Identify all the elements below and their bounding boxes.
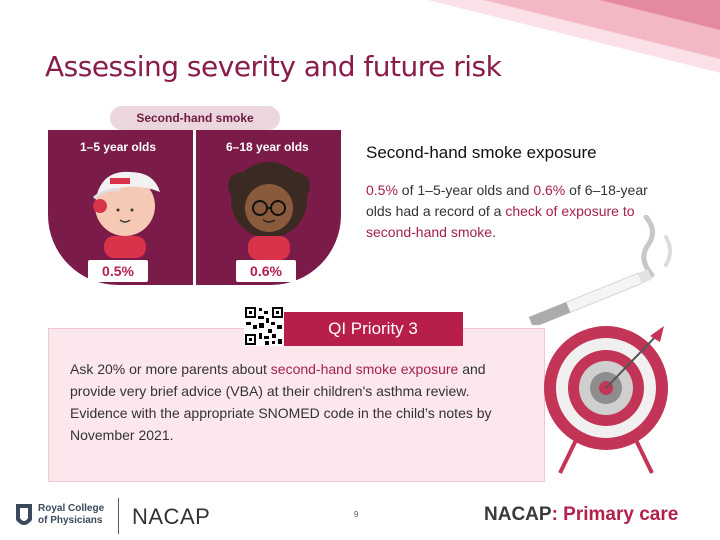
panel-label-1-5: 1–5 year olds <box>80 140 157 154</box>
nacap-logo: NACAP <box>132 504 211 529</box>
qi-text-b: and provide very brief advice (VBA) at t… <box>70 361 492 443</box>
child-icon <box>228 162 310 260</box>
rcp-line-1: Royal College <box>38 503 105 514</box>
exposure-text: 0.5% of 1–5-year olds and 0.6% of 6–18-y… <box>366 180 676 243</box>
footer-brand-primary-care: : Primary care <box>551 504 679 525</box>
exposure-end: . <box>492 224 496 240</box>
panel-label-6-18: 6–18 year olds <box>226 140 309 154</box>
percent-1-5: 0.5% <box>88 260 148 282</box>
footer-divider <box>118 498 119 534</box>
qi-priority-box <box>48 328 545 482</box>
qr-code-icon[interactable] <box>244 306 284 346</box>
target-icon <box>544 326 668 474</box>
footer-brand: NACAP: Primary care <box>484 504 678 526</box>
exposure-pct-1: 0.5% <box>366 182 398 198</box>
cigarette-icon <box>528 215 672 325</box>
panel-1-5-years: 1–5 year olds 0.5% <box>48 130 193 285</box>
exposure-highlight: check of exposure to second-hand smoke <box>366 203 635 240</box>
infographic-header: Second-hand smoke <box>110 106 280 130</box>
exposure-text-2: of 6–18-year olds had a record of a <box>366 182 648 219</box>
rcp-logo-text: Royal College of Physicians <box>38 503 104 527</box>
page-number: 9 <box>354 510 359 519</box>
percent-6-18: 0.6% <box>236 260 296 282</box>
exposure-pct-2: 0.6% <box>533 182 566 198</box>
qi-highlight: second-hand smoke exposure <box>270 361 459 377</box>
qi-priority-text: Ask 20% or more parents about second-han… <box>70 358 530 446</box>
panel-6-18-years: 6–18 year olds 0.6% <box>196 130 341 285</box>
rcp-line-2: of Physicians <box>38 515 103 526</box>
qi-text-a: Ask 20% or more parents about <box>70 361 271 377</box>
exposure-text-1: of 1–5-year olds and <box>397 182 534 198</box>
qi-priority-header: QI Priority 3 <box>283 312 463 346</box>
exposure-title: Second-hand smoke exposure <box>366 143 597 162</box>
page-title: Assessing severity and future risk <box>45 50 502 83</box>
rcp-crest-icon <box>16 504 32 525</box>
child-icon <box>93 171 160 258</box>
footer-brand-nacap: NACAP <box>484 504 552 525</box>
